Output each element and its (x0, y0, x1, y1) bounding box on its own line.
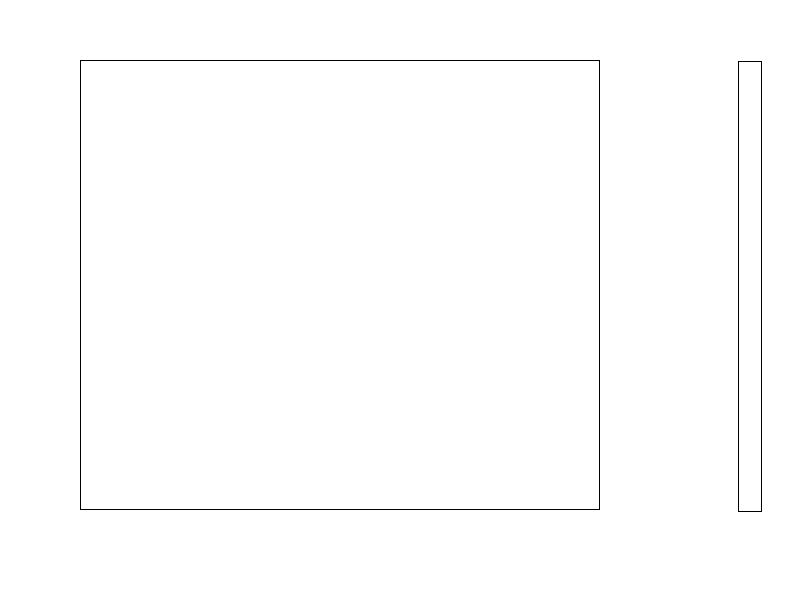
colorbar-gradient (739, 62, 761, 511)
spectrogram-heatmap (80, 60, 600, 510)
colorbar (738, 61, 762, 512)
